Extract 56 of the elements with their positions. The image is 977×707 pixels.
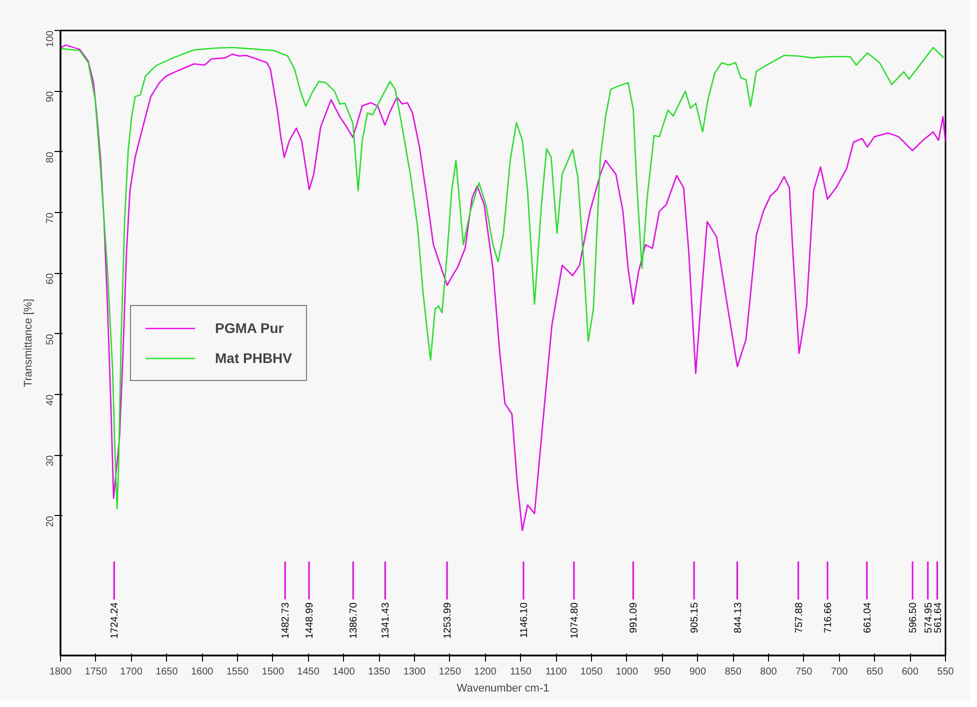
x-tick-label: 1650 (156, 666, 178, 678)
ref-line-label: 757.88 (794, 602, 805, 634)
x-tick-label: 1250 (438, 666, 462, 678)
y-tick-label: 50 (45, 333, 56, 346)
y-tick-label: 90 (45, 90, 56, 102)
ref-line-label: 661.04 (862, 602, 874, 634)
ref-line-label: 1146.10 (518, 602, 530, 638)
x-tick-label: 1350 (368, 666, 391, 678)
x-tick-label: 1750 (84, 666, 108, 678)
x-tick-label: 800 (760, 666, 778, 678)
x-tick-label: 1550 (226, 666, 250, 678)
legend-label: PGMA Pur (215, 320, 284, 336)
y-tick-label: 70 (45, 212, 56, 224)
x-tick-label: 1000 (616, 666, 638, 678)
x-tick-label: 1700 (120, 666, 143, 678)
x-axis-title: Wavenumber cm-1 (456, 682, 550, 694)
x-tick-label: 650 (866, 666, 884, 678)
x-tick-label: 1200 (474, 666, 497, 678)
x-tick-label: 600 (902, 666, 919, 678)
ref-line-label: 1448.99 (304, 602, 316, 639)
y-axis-title: Transmittance [%] (22, 298, 34, 388)
ref-line-label: 1386.70 (348, 602, 360, 639)
y-tick-label: 30 (45, 454, 56, 466)
x-tick-label: 1400 (332, 666, 356, 678)
ref-line-label: 596.50 (908, 602, 920, 634)
ref-line-label: 1482.73 (280, 602, 292, 639)
ref-line-label: 1341.43 (380, 602, 392, 639)
ref-line-label: 561.64 (932, 602, 944, 634)
y-tick-label: 20 (45, 516, 56, 528)
x-tick-label: 550 (937, 666, 954, 678)
x-tick-label: 1800 (49, 666, 72, 678)
ref-line-label: 991.09 (628, 602, 640, 634)
ref-line-label: 1074.80 (569, 602, 580, 639)
x-tick-label: 1500 (262, 666, 284, 678)
x-tick-label: 1450 (297, 666, 320, 678)
ref-line-label: 574.95 (923, 602, 934, 634)
ref-line-label: 1253.99 (442, 602, 454, 639)
x-tick-label: 750 (796, 666, 813, 678)
x-tick-label: 700 (830, 666, 848, 678)
y-tick-label: 60 (45, 272, 56, 284)
ref-line-label: 1724.24 (110, 602, 121, 639)
x-tick-label: 1300 (403, 666, 426, 678)
ref-line-label: 716.66 (823, 602, 834, 634)
legend-label: Mat PHBHV (215, 350, 292, 366)
x-tick-label: 850 (724, 666, 742, 678)
x-tick-label: 1050 (580, 666, 604, 678)
x-tick-label: 950 (654, 666, 672, 678)
y-tick-label: 100 (45, 30, 56, 48)
y-tick-label: 40 (45, 394, 56, 406)
x-tick-label: 900 (689, 666, 706, 678)
ref-line-label: 844.13 (732, 602, 744, 634)
x-tick-label: 1100 (545, 666, 568, 678)
ref-line-label: 905.15 (690, 602, 701, 634)
x-tick-label: 1150 (510, 666, 532, 678)
y-tick-label: 80 (45, 151, 56, 163)
x-tick-label: 1600 (190, 666, 214, 678)
